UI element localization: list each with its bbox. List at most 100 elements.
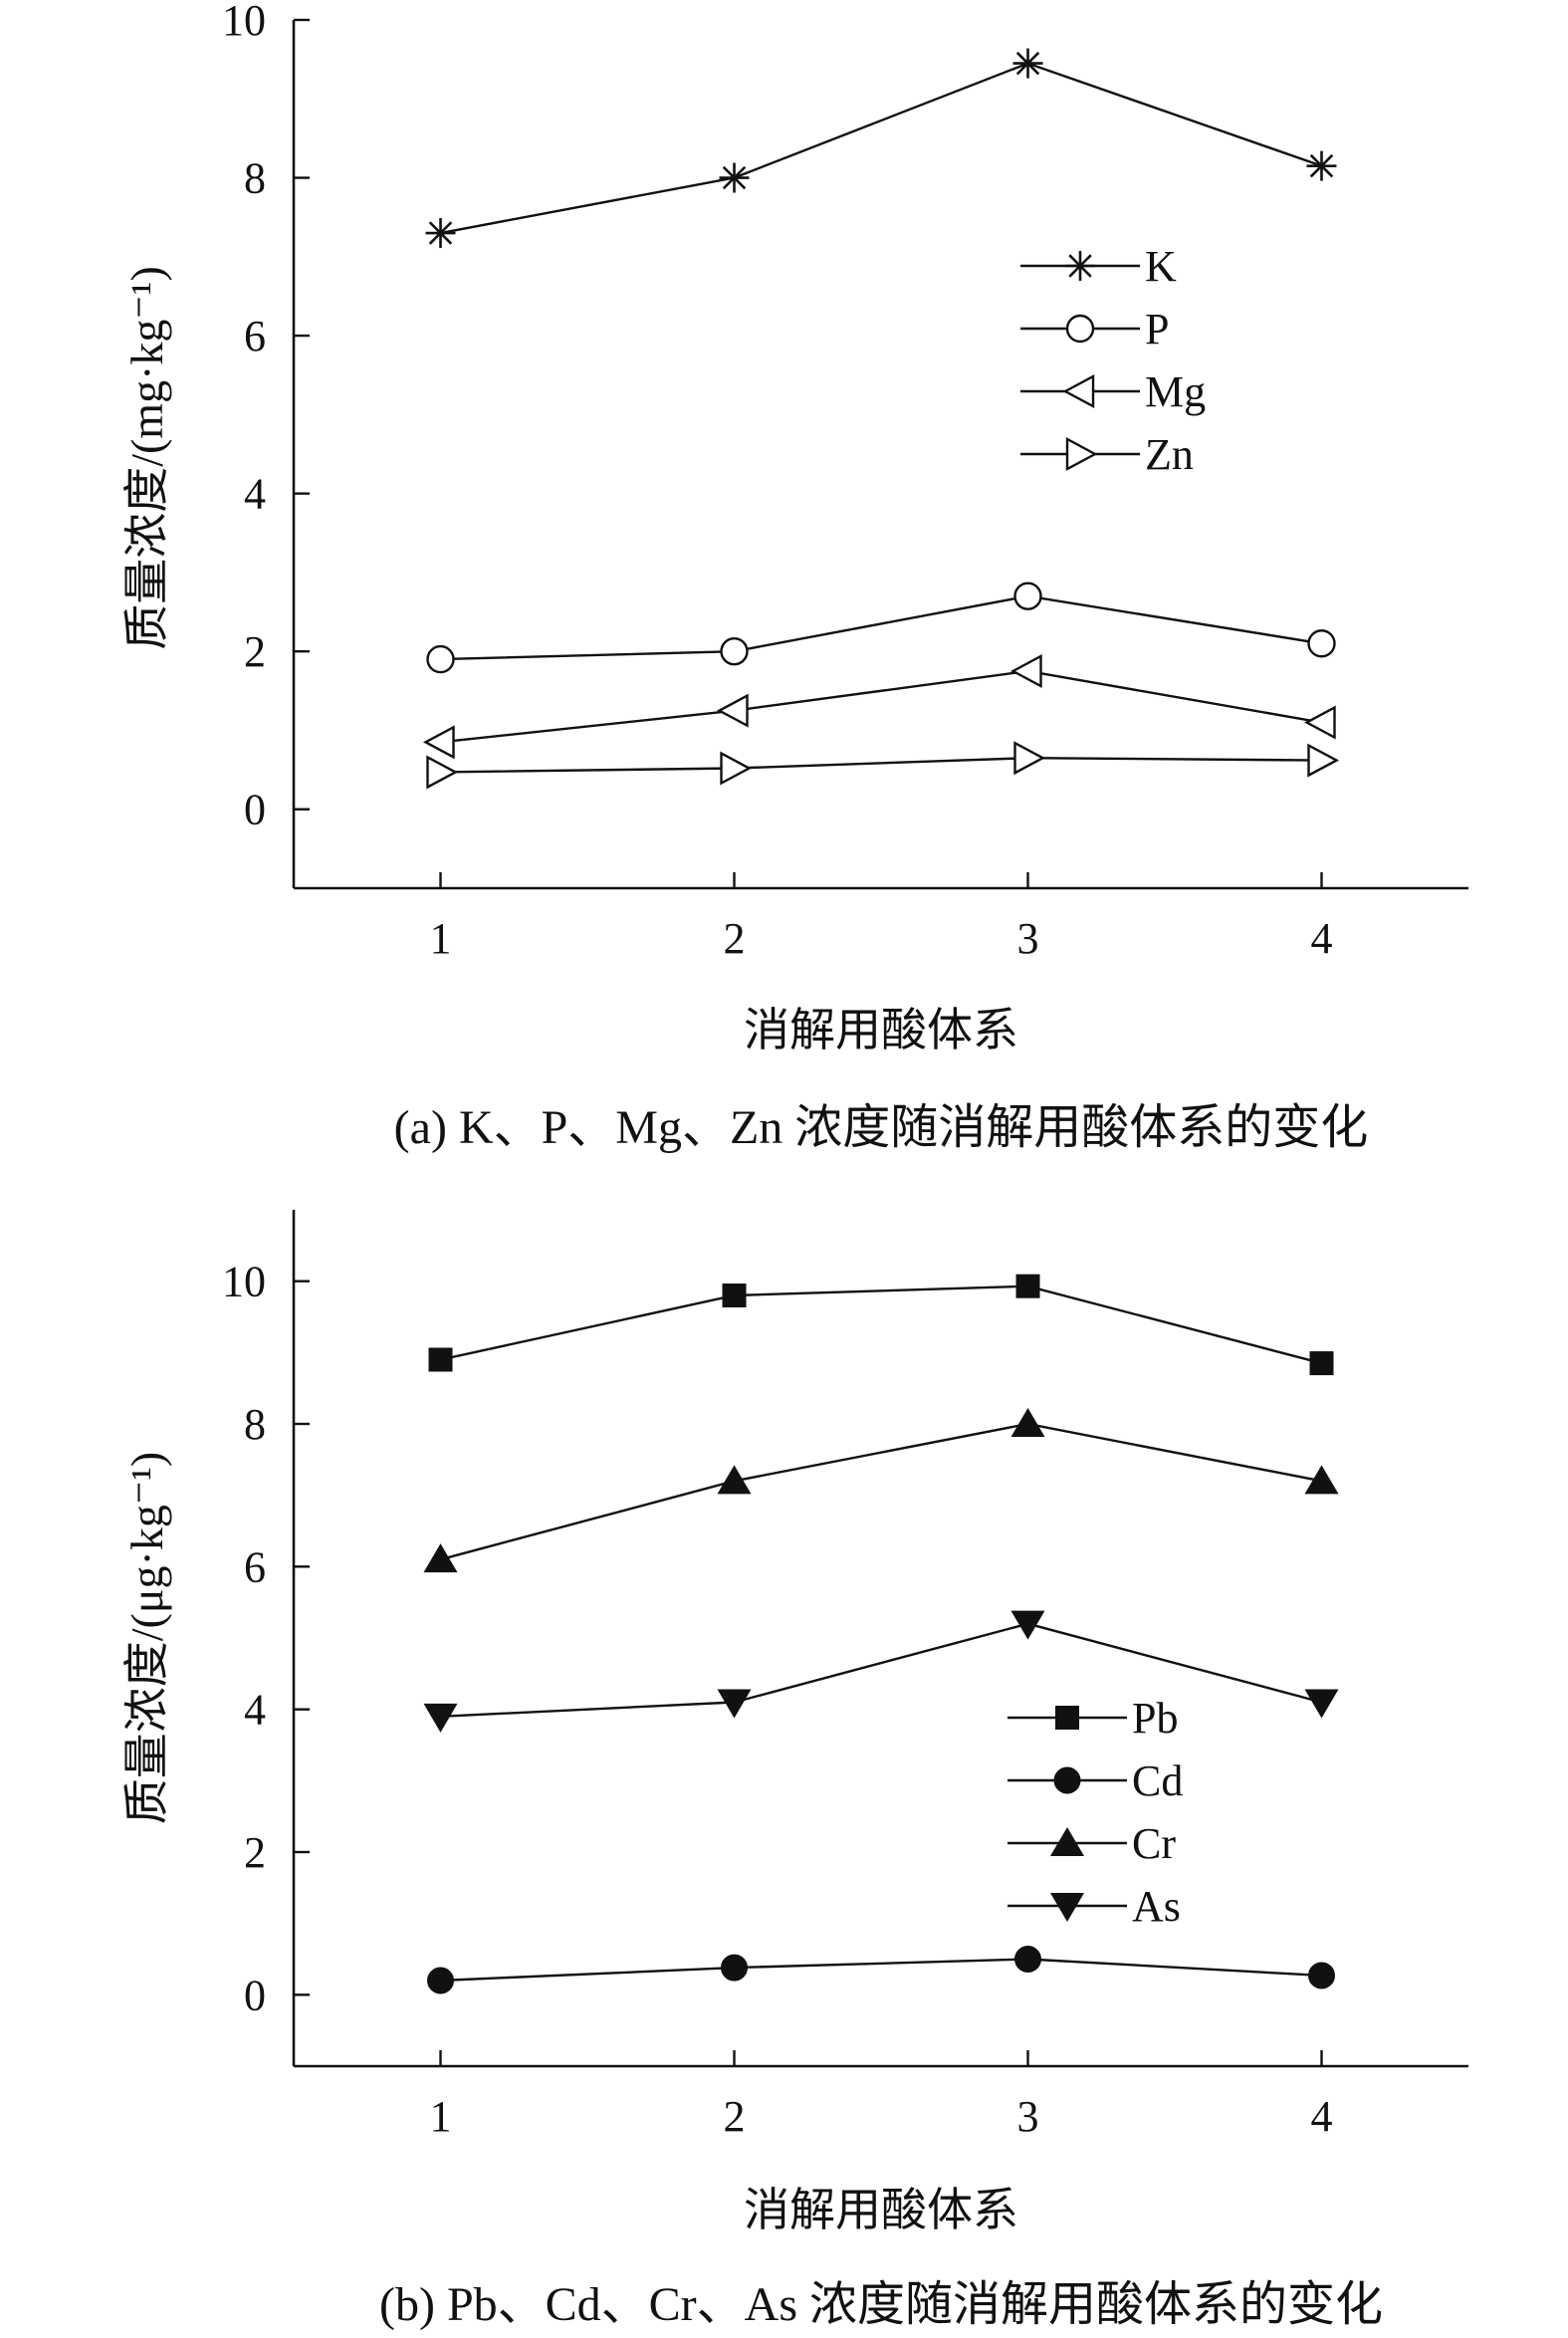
chart-a-series-zn [426, 741, 1340, 790]
chart-a-y-tick-label: 4 [244, 470, 266, 519]
chart-a-x-axis-title: 消解用酸体系 [744, 1005, 1018, 1055]
series-line-cr [440, 1422, 1322, 1561]
data-point-as [423, 1703, 458, 1733]
data-point-cr [1010, 1408, 1045, 1437]
data-point-cd [721, 1954, 748, 1982]
series-line-mg [440, 669, 1322, 744]
data-point-k [719, 162, 750, 193]
chart-b-x-tick-label: 4 [1311, 2092, 1333, 2141]
series-line-as [440, 1622, 1322, 1719]
chart-a-x-tick-label: 3 [1017, 914, 1039, 963]
data-point-mg [422, 725, 455, 760]
series-line-p [440, 594, 1322, 661]
chart-a-y-tick-label: 2 [244, 627, 266, 676]
data-point-k [1306, 150, 1337, 181]
data-point-pb [428, 1347, 453, 1372]
data-point-cr [1304, 1465, 1339, 1495]
data-point-k [1012, 48, 1043, 79]
legend-label-zn: Zn [1145, 430, 1194, 479]
data-point-mg [1303, 705, 1336, 740]
legend-item-zn: Zn [1020, 430, 1194, 479]
data-point-k [425, 218, 456, 249]
chart-a-y-axis-title: 质量浓度/(mg·kg⁻¹) [121, 266, 172, 650]
chart-b-x-tick-label: 3 [1017, 2092, 1039, 2141]
chart-b-x-axis-title: 消解用酸体系 [744, 2185, 1018, 2235]
legend-item-cd: Cd [1008, 1756, 1183, 1805]
legend-label-cr: Cr [1132, 1819, 1176, 1868]
chart-a-x-tick-label: 1 [430, 914, 452, 963]
chart-a-y-tick-label: 6 [244, 312, 266, 360]
chart-a-caption: (a) K、P、Mg、Zn 浓度随消解用酸体系的变化 [394, 1101, 1369, 1154]
series-line-pb [440, 1285, 1322, 1365]
chart-b-x-tick-label: 2 [724, 2092, 746, 2141]
chart-b-x-tick-label: 1 [430, 2092, 452, 2141]
chart-b-y-axis-title: 质量浓度/(μg·kg⁻¹) [121, 1452, 172, 1824]
legend-marker-mg [1062, 373, 1095, 409]
chart-a-series-p [426, 582, 1336, 674]
data-point-as [1304, 1689, 1339, 1719]
chart-a-y-tick-label: 10 [222, 0, 266, 45]
series-line-zn [440, 756, 1322, 774]
chart-b-series-cd [427, 1946, 1335, 1994]
data-point-cd [427, 1967, 454, 1994]
chart-b-y-tick-label: 8 [244, 1400, 266, 1449]
data-point-p [1013, 582, 1042, 610]
legend-marker-as [1050, 1893, 1084, 1922]
legend-marker-pb [1055, 1706, 1079, 1730]
legend-marker-cd [1053, 1766, 1081, 1794]
series-line-k [440, 62, 1322, 235]
data-point-pb [1015, 1274, 1040, 1298]
chart-b-series-as [423, 1610, 1339, 1733]
legend-item-p: P [1020, 305, 1169, 353]
chart-b-series-pb [428, 1274, 1334, 1376]
data-point-cr [423, 1543, 458, 1573]
legend-label-pb: Pb [1132, 1694, 1178, 1743]
chart-a-x-tick-label: 2 [724, 914, 746, 963]
chart-b-y-tick-label: 4 [244, 1686, 266, 1735]
chart-a-x-tick-label: 4 [1311, 914, 1333, 963]
data-point-zn [426, 755, 459, 790]
data-point-p [426, 644, 455, 674]
data-point-as [717, 1689, 752, 1719]
data-point-as [1010, 1610, 1045, 1640]
data-point-pb [1309, 1351, 1334, 1376]
data-point-mg [716, 693, 749, 728]
legend-label-as: As [1132, 1882, 1181, 1931]
legend-label-p: P [1145, 305, 1169, 353]
data-point-mg [1009, 653, 1042, 689]
chart-b-y-tick-label: 6 [244, 1542, 266, 1591]
data-point-zn [1307, 743, 1340, 778]
legend-item-mg: Mg [1020, 367, 1206, 416]
legend-item-as: As [1008, 1882, 1181, 1931]
legend-label-cd: Cd [1132, 1756, 1183, 1805]
legend-marker-cr [1050, 1827, 1084, 1856]
legend-item-k: K [1020, 242, 1177, 291]
chart-panel-a: 质量浓度/(mg·kg⁻¹) 消解用酸体系 (a) K、P、Mg、Zn 浓度随消… [121, 0, 1468, 1154]
legend-item-cr: Cr [1008, 1819, 1176, 1868]
data-point-p [1307, 629, 1336, 658]
chart-a-series-k [425, 48, 1337, 249]
data-point-zn [1013, 741, 1046, 776]
data-point-p [720, 636, 749, 666]
legend-marker-k [1065, 251, 1095, 281]
data-point-cr [717, 1465, 752, 1495]
data-point-cd [1308, 1962, 1335, 1989]
data-point-zn [720, 751, 753, 786]
chart-b-y-tick-label: 10 [222, 1258, 266, 1306]
data-point-cd [1014, 1946, 1041, 1973]
chart-a-y-tick-label: 8 [244, 154, 266, 203]
chart-a-series-mg [422, 653, 1336, 760]
chart-b-series-cr [423, 1408, 1339, 1573]
legend-marker-p [1065, 314, 1095, 344]
chart-b-caption: (b) Pb、Cd、Cr、As 浓度随消解用酸体系的变化 [379, 2278, 1383, 2331]
legend-label-mg: Mg [1145, 367, 1206, 416]
chart-b-y-tick-label: 0 [244, 1971, 266, 2019]
legend-marker-zn [1065, 436, 1098, 472]
chart-a-y-tick-label: 0 [244, 786, 266, 834]
legend-label-k: K [1145, 242, 1177, 291]
chart-panel-b: 质量浓度/(μg·kg⁻¹) 消解用酸体系 (b) Pb、Cd、Cr、As 浓度… [121, 1210, 1468, 2331]
chart-b-y-tick-label: 2 [244, 1828, 266, 1877]
legend-item-pb: Pb [1008, 1694, 1178, 1743]
series-line-cd [440, 1958, 1322, 1983]
